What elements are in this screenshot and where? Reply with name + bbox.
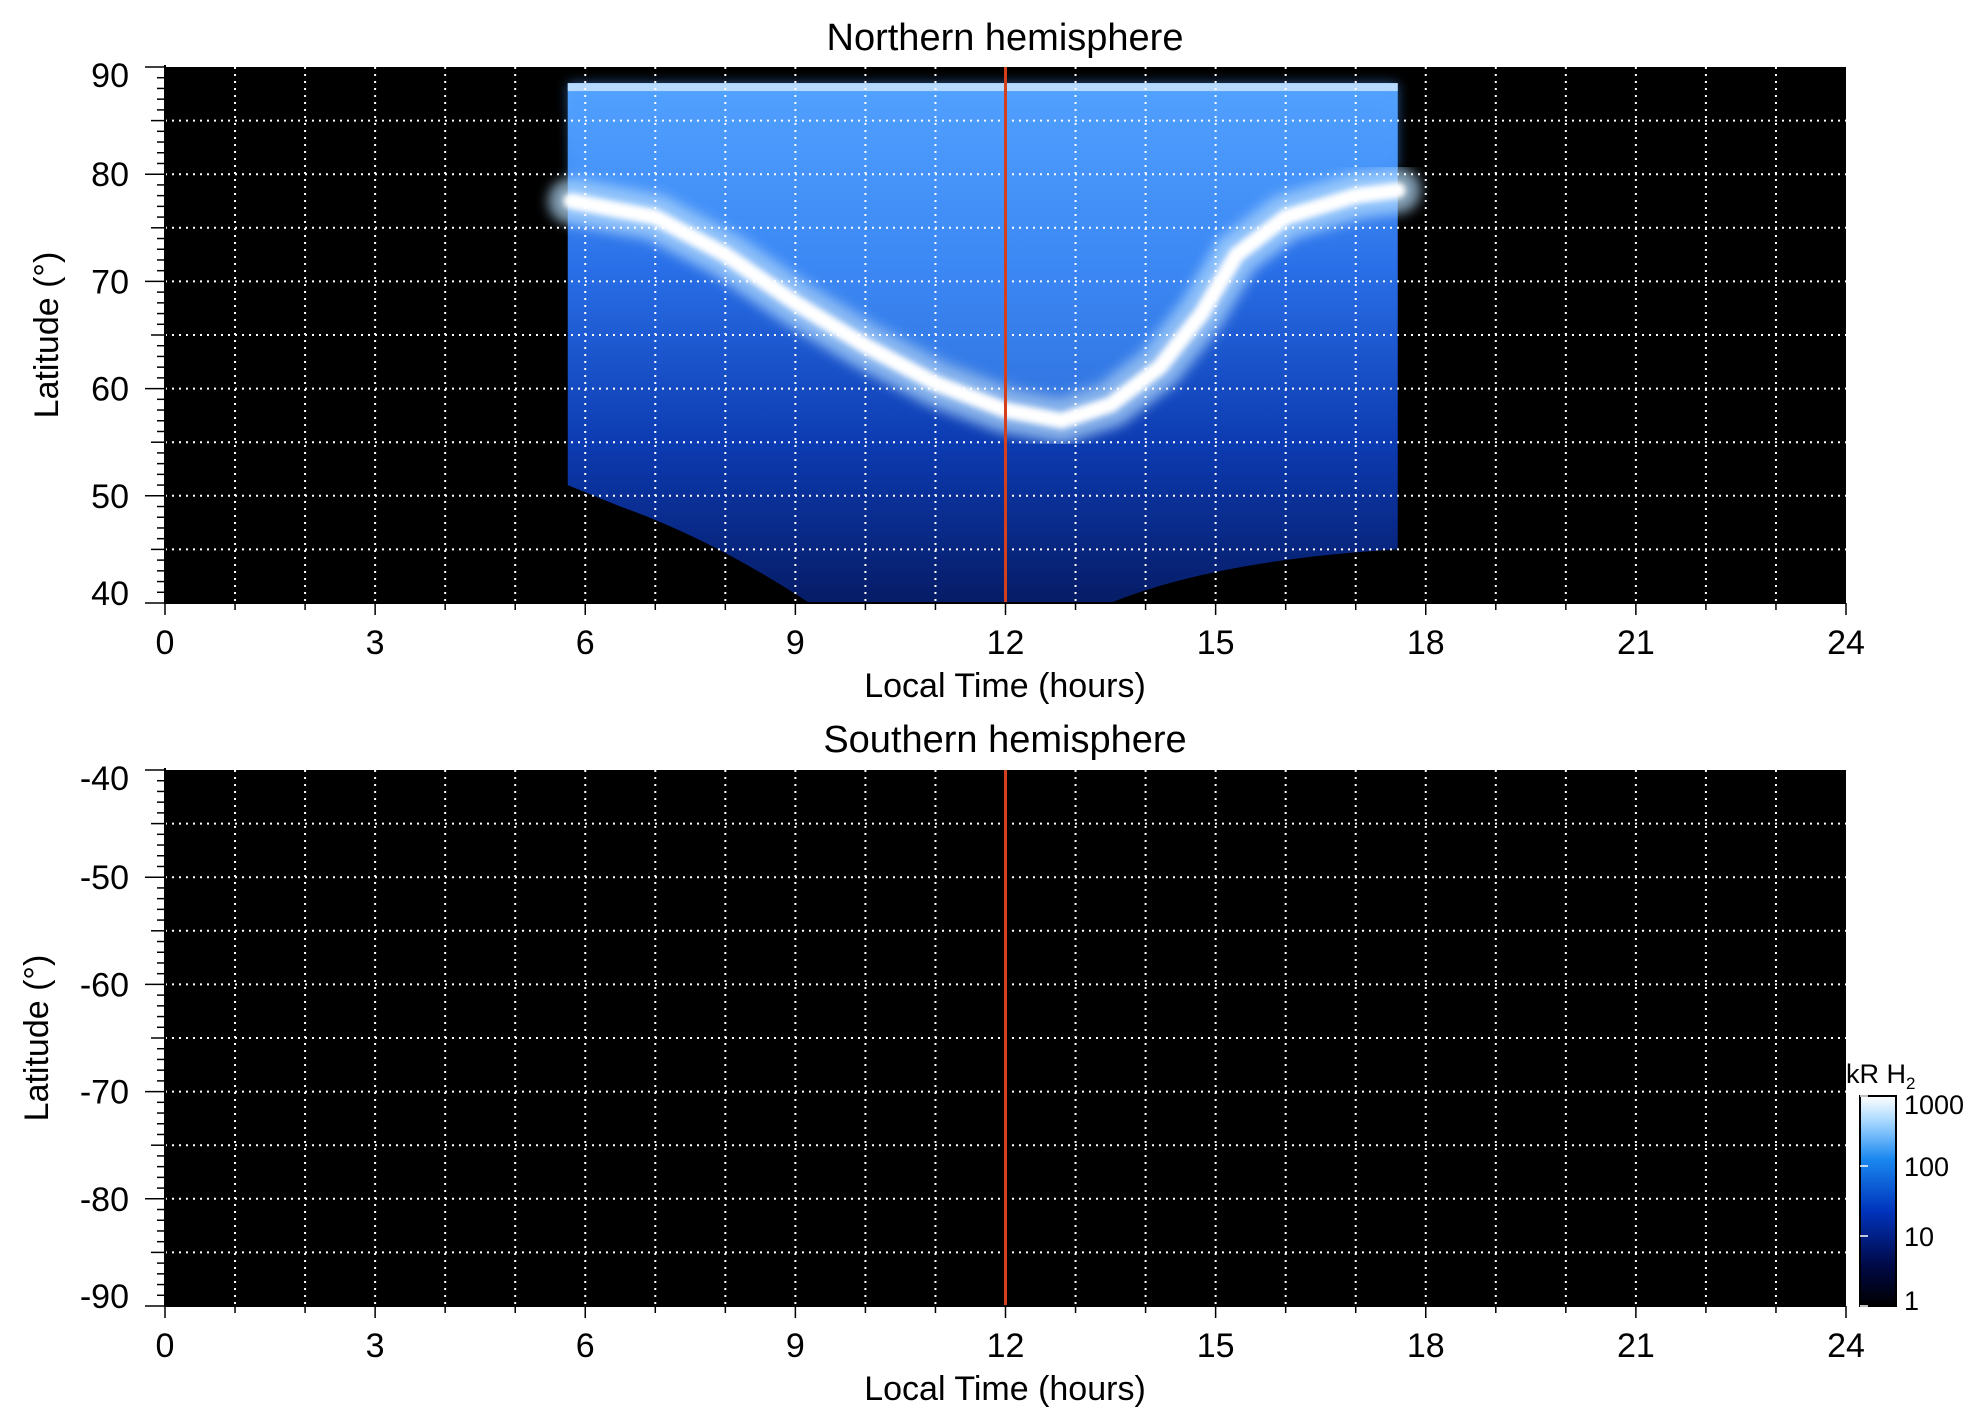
x-tick-label: 9 — [786, 1327, 805, 1365]
y-tick-label: 60 — [91, 371, 129, 409]
x-tick-label: 6 — [576, 624, 595, 662]
y-tick-label: -80 — [80, 1181, 129, 1219]
colorbar-tick-label: 10 — [1904, 1222, 1934, 1252]
x-tick-label: 18 — [1407, 1327, 1445, 1365]
south-title: Southern hemisphere — [823, 719, 1186, 761]
y-tick-label: 50 — [91, 478, 129, 516]
colorbar-ticks: 1000 100 10 1 — [1860, 1090, 1964, 1316]
y-tick-label: -40 — [80, 760, 129, 798]
y-tick-label: 70 — [91, 263, 129, 301]
south-x-axis-label: Local Time (hours) — [864, 1370, 1146, 1408]
x-tick-label: 0 — [156, 624, 175, 662]
colorbar-tick-label: 1000 — [1904, 1090, 1964, 1120]
y-tick-label: 90 — [91, 57, 129, 95]
north-x-tick-labels: 0 3 6 9 12 15 18 21 24 — [156, 624, 1865, 662]
x-tick-label: 3 — [366, 624, 385, 662]
x-tick-label: 24 — [1827, 1327, 1865, 1365]
south-x-tick-labels: 0 3 6 9 12 15 18 21 24 — [156, 1327, 1865, 1365]
x-tick-label: 18 — [1407, 624, 1445, 662]
north-emission-map — [548, 83, 1421, 603]
x-tick-label: 21 — [1617, 1327, 1655, 1365]
y-tick-label: 40 — [91, 575, 129, 613]
x-tick-label: 24 — [1827, 624, 1865, 662]
north-title: Northern hemisphere — [827, 17, 1184, 59]
north-y-tick-labels: 40 50 60 70 80 90 — [91, 57, 129, 613]
north-panel: Northern hemisphere 0 3 6 9 12 15 18 21 24 40 50 6… — [28, 17, 1865, 705]
colorbar-gradient — [1859, 1095, 1897, 1307]
x-tick-label: 9 — [786, 624, 805, 662]
colorbar-tick-label: 100 — [1904, 1152, 1949, 1182]
north-x-axis-label: Local Time (hours) — [864, 667, 1146, 705]
south-axes — [145, 768, 1847, 1318]
x-tick-label: 12 — [987, 1327, 1025, 1365]
y-tick-label: -60 — [80, 966, 129, 1004]
x-tick-label: 15 — [1197, 624, 1235, 662]
x-tick-label: 0 — [156, 1327, 175, 1365]
x-tick-label: 12 — [987, 624, 1025, 662]
y-tick-label: 80 — [91, 156, 129, 194]
y-tick-label: -70 — [80, 1074, 129, 1112]
coverage-top-edge — [567, 83, 1398, 92]
auroral-oval — [563, 182, 1406, 429]
colorbar-tick-label: 1 — [1904, 1286, 1919, 1316]
x-tick-label: 21 — [1617, 624, 1655, 662]
y-tick-label: -90 — [80, 1278, 129, 1316]
north-y-axis-label: Latitude (°) — [28, 252, 66, 419]
north-axes — [145, 65, 1847, 615]
x-tick-label: 6 — [576, 1327, 595, 1365]
x-tick-label: 3 — [366, 1327, 385, 1365]
y-tick-label: -50 — [80, 859, 129, 897]
south-y-axis-label: Latitude (°) — [18, 955, 56, 1122]
x-tick-label: 15 — [1197, 1327, 1235, 1365]
colorbar: kR H2 1000 100 10 1 — [1846, 1059, 1964, 1316]
south-y-tick-labels: -40 -50 -60 -70 -80 -90 — [80, 760, 129, 1316]
colorbar-title: kR H2 — [1846, 1059, 1915, 1093]
south-panel: Southern hemisphere 0 3 6 9 12 15 18 21 24 -40 -5… — [18, 719, 1865, 1408]
polar-cap-emission — [567, 83, 1398, 400]
